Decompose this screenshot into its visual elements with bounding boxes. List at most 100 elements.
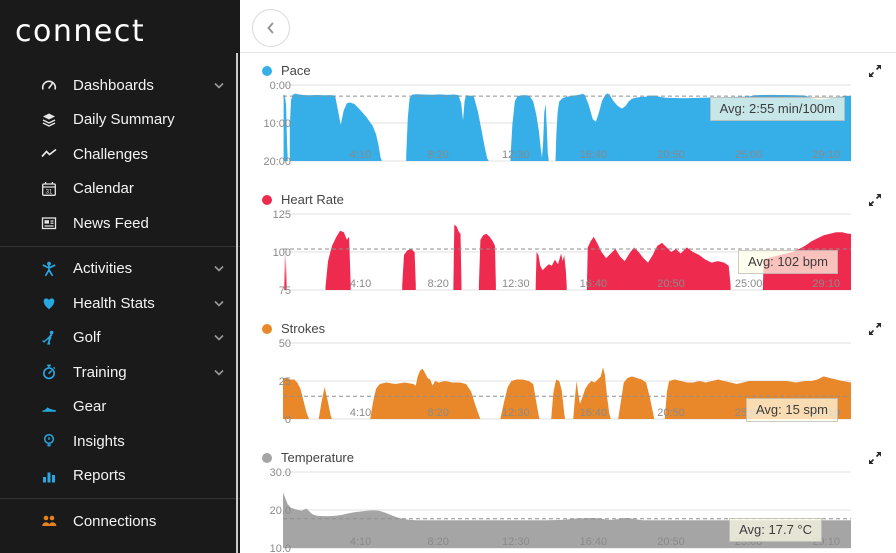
svg-text:16:40: 16:40 [580, 536, 608, 548]
svg-text:30.0: 30.0 [270, 467, 291, 479]
zigzag-icon [40, 146, 58, 162]
chevron-down-icon [214, 265, 224, 272]
pace-legend-label: Pace [281, 63, 311, 78]
svg-text:20:50: 20:50 [657, 149, 685, 161]
sidebar-nav: Dashboards Daily Summary Challenges [0, 60, 240, 539]
svg-text:29:10: 29:10 [812, 149, 840, 161]
expand-icon[interactable] [868, 193, 882, 207]
sidebar-item-challenges[interactable]: Challenges [0, 137, 240, 172]
pace-avg-tooltip: Avg: 2:55 min/100m [709, 97, 845, 121]
sidebar-item-training[interactable]: Training [0, 355, 240, 390]
expand-icon[interactable] [868, 322, 882, 336]
pace-plot[interactable]: 0:00 10:00 20:00 4:10 8:20 12:30 16:40 20:50 25:… [240, 79, 896, 167]
svg-text:12:30: 12:30 [502, 149, 530, 161]
pace-legend-dot [262, 65, 272, 76]
sidebar-item-gear[interactable]: Gear [0, 390, 240, 425]
golfer-icon [40, 330, 58, 346]
sidebar-item-activities[interactable]: Activities [0, 252, 240, 287]
runner-icon [40, 261, 58, 277]
sidebar-item-dashboards[interactable]: Dashboards [0, 68, 240, 103]
svg-text:10:00: 10:00 [263, 118, 291, 130]
heart-rate-legend-dot [262, 194, 272, 205]
svg-text:12:30: 12:30 [502, 536, 530, 548]
sidebar-item-golf[interactable]: Golf [0, 321, 240, 356]
people-icon [40, 513, 58, 529]
charts-panel: Pace 0:00 10:00 20:00 4:10 8:20 12:30 16:40 20:… [240, 53, 896, 553]
svg-text:20:00: 20:00 [263, 156, 291, 167]
svg-text:8:20: 8:20 [427, 149, 448, 161]
expand-icon[interactable] [868, 451, 882, 465]
sidebar-item-label: News Feed [73, 214, 149, 232]
svg-text:4:10: 4:10 [350, 407, 371, 419]
chevron-down-icon [214, 334, 224, 341]
chevron-left-icon [267, 22, 274, 34]
strokes-legend-dot [262, 323, 272, 334]
shoe-icon [40, 399, 58, 415]
sidebar-item-news-feed[interactable]: News Feed [0, 206, 240, 241]
stopwatch-icon [40, 364, 58, 380]
layers-icon [40, 112, 58, 128]
svg-text:31: 31 [46, 189, 53, 195]
sidebar-item-label: Calendar [73, 180, 134, 198]
svg-text:10.0: 10.0 [270, 543, 291, 553]
sidebar-divider [0, 498, 240, 499]
heart-icon [40, 295, 58, 311]
svg-text:16:40: 16:40 [580, 407, 608, 419]
bar-chart-icon [40, 468, 58, 484]
strokes-chart: Strokes 502504:108:2012:3016:4020:5025:0… [240, 316, 896, 425]
page-header [240, 0, 896, 53]
sidebar-item-calendar[interactable]: 31 Calendar [0, 172, 240, 207]
expand-icon[interactable] [868, 64, 882, 78]
newspaper-icon [40, 215, 58, 231]
chevron-down-icon [214, 369, 224, 376]
sidebar-item-label: Reports [73, 467, 126, 485]
temperature-avg-tooltip: Avg: 17.7 °C [729, 518, 822, 542]
temperature-legend-label: Temperature [281, 450, 354, 465]
temperature-chart: Temperature 30.0 20.0 10.0 4:10 8:20 12:30 16:… [240, 445, 896, 553]
heart-rate-plot[interactable]: 125 100 75 4:10 8:20 12:30 16:40 20:50 25:00 29:1… [240, 208, 896, 296]
svg-text:20:50: 20:50 [657, 536, 685, 548]
sidebar-divider [0, 245, 240, 247]
heart-rate-chart: Heart Rate 125 100 75 4:10 8:20 12:30 16:40 20:… [240, 187, 896, 296]
chevron-down-icon [214, 82, 224, 89]
sidebar-item-label: Dashboards [73, 76, 154, 94]
sidebar-item-health-stats[interactable]: Health Stats [0, 286, 240, 321]
svg-text:12:30: 12:30 [502, 407, 530, 419]
svg-text:75: 75 [279, 285, 291, 296]
sidebar-item-label: Insights [73, 432, 125, 450]
svg-text:29:10: 29:10 [812, 278, 840, 290]
svg-text:8:20: 8:20 [427, 278, 448, 290]
sidebar-item-label: Health Stats [73, 294, 155, 312]
calendar-icon: 31 [40, 181, 58, 197]
gauge-icon [40, 77, 58, 93]
sidebar-scrollbar[interactable] [236, 53, 238, 553]
sidebar-item-label: Challenges [73, 145, 149, 163]
chevron-down-icon [214, 300, 224, 307]
sidebar-item-connections[interactable]: Connections [0, 504, 240, 539]
sidebar-item-label: Gear [73, 398, 107, 416]
svg-text:25:00: 25:00 [735, 278, 763, 290]
sidebar-item-daily-summary[interactable]: Daily Summary [0, 103, 240, 138]
sidebar-item-insights[interactable]: Insights [0, 424, 240, 459]
svg-text:12:30: 12:30 [502, 278, 530, 290]
svg-text:4:10: 4:10 [350, 278, 371, 290]
temperature-plot[interactable]: 30.0 20.0 10.0 4:10 8:20 12:30 16:40 20:50 25:00… [240, 466, 896, 553]
svg-text:0: 0 [285, 414, 291, 425]
back-button[interactable] [252, 9, 290, 47]
sidebar-item-label: Training [73, 363, 127, 381]
sidebar-item-reports[interactable]: Reports [0, 459, 240, 494]
svg-text:20:50: 20:50 [657, 407, 685, 419]
sidebar: connect Dashboards Daily Summary [0, 0, 240, 553]
svg-text:4:10: 4:10 [350, 536, 371, 548]
strokes-avg-tooltip: Avg: 15 spm [745, 398, 838, 422]
svg-text:4:10: 4:10 [350, 149, 371, 161]
pace-chart: Pace 0:00 10:00 20:00 4:10 8:20 12:30 16:40 20:… [240, 58, 896, 167]
svg-text:25: 25 [279, 376, 291, 388]
sidebar-item-label: Golf [73, 329, 101, 347]
svg-text:16:40: 16:40 [580, 149, 608, 161]
lightbulb-icon [40, 433, 58, 449]
svg-text:8:20: 8:20 [427, 536, 448, 548]
sidebar-item-label: Activities [73, 260, 133, 278]
